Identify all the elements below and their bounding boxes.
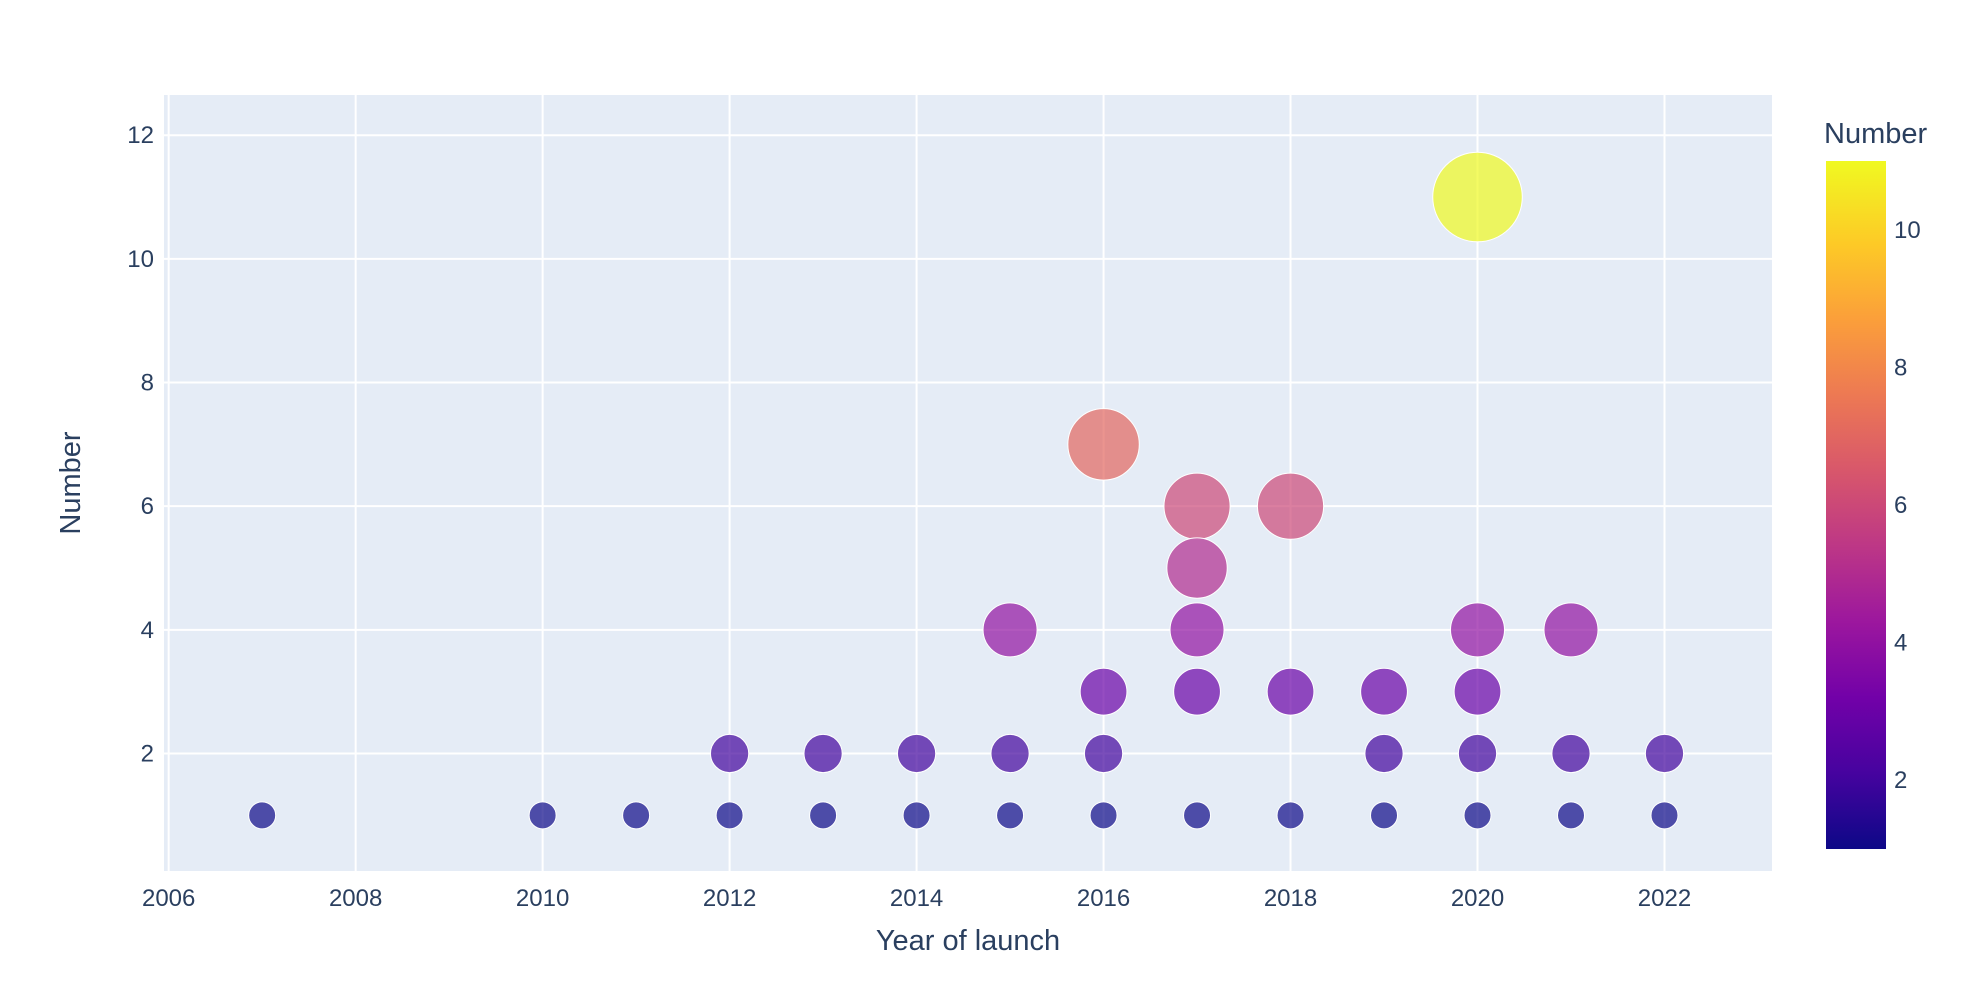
bubble-marker xyxy=(1450,602,1506,658)
gridlines xyxy=(164,95,1772,871)
x-tick-label: 2006 xyxy=(142,885,195,912)
bubble-marker xyxy=(1557,801,1585,830)
x-tick-label: 2018 xyxy=(1264,885,1317,912)
x-tick-label: 2022 xyxy=(1638,885,1691,912)
bubble-marker xyxy=(1079,667,1128,716)
bubble-marker xyxy=(1183,801,1212,830)
y-tick-label: 10 xyxy=(127,246,154,273)
bubble-marker xyxy=(1543,602,1599,658)
bubble-marker xyxy=(715,801,744,830)
bubble-marker xyxy=(1083,733,1124,774)
x-tick-label: 2008 xyxy=(329,885,382,912)
bubble-marker xyxy=(1166,537,1228,599)
bubble-marker xyxy=(1163,472,1231,540)
y-tick-label: 2 xyxy=(141,741,154,768)
bubble-marker xyxy=(990,733,1030,774)
bubble-marker xyxy=(1370,801,1399,830)
bubble-marker xyxy=(896,733,937,774)
bubble-marker xyxy=(1551,733,1591,774)
bubble-marker xyxy=(622,801,651,830)
y-tick-label: 8 xyxy=(141,370,154,397)
bubble-marker xyxy=(902,801,931,830)
y-tick-label: 4 xyxy=(141,617,154,644)
bubble-marker xyxy=(1432,151,1523,243)
plot-area xyxy=(164,95,1772,871)
bubble-marker xyxy=(982,602,1038,658)
bubble-marker xyxy=(528,801,557,830)
x-axis-ticks: 2006 2008 2010 2012 2014 2016 2018 2020 2022 xyxy=(142,885,1691,912)
x-tick-label: 2014 xyxy=(890,885,943,912)
bubble-marker xyxy=(1457,733,1498,774)
colorbar-tick-label: 2 xyxy=(1894,767,1907,794)
colorbar-gradient xyxy=(1826,161,1886,849)
bubble-marker xyxy=(1644,733,1685,774)
bubble-marker xyxy=(1266,667,1315,716)
bubble-marker xyxy=(1169,602,1225,658)
bubble-marker xyxy=(1453,667,1502,716)
bubble-marker xyxy=(1276,801,1305,830)
colorbar: Number 2 4 6 8 10 xyxy=(1824,118,1927,849)
colorbar-tick-label: 8 xyxy=(1894,354,1907,381)
x-tick-label: 2012 xyxy=(703,885,756,912)
bubble-marker xyxy=(1173,667,1221,716)
bubble-marker xyxy=(809,801,838,830)
y-axis-ticks: 2 4 6 8 10 12 xyxy=(127,122,154,767)
y-tick-label: 6 xyxy=(141,493,154,520)
bubble-marker xyxy=(1650,801,1679,830)
bubble-marker xyxy=(1360,667,1408,716)
data-markers xyxy=(248,151,1685,830)
x-tick-label: 2010 xyxy=(516,885,569,912)
bubble-marker xyxy=(1089,801,1118,830)
colorbar-title: Number xyxy=(1824,118,1927,150)
y-tick-label: 12 xyxy=(127,122,154,149)
bubble-marker xyxy=(1463,801,1492,830)
y-axis-title: Number xyxy=(55,431,87,534)
x-tick-label: 2016 xyxy=(1077,885,1130,912)
bubble-marker xyxy=(803,733,843,774)
colorbar-tick-label: 4 xyxy=(1894,630,1907,657)
colorbar-ticks: 2 4 6 8 10 xyxy=(1894,217,1921,794)
x-axis-title: Year of launch xyxy=(876,925,1060,957)
bubble-marker xyxy=(1256,472,1325,540)
bubble-marker xyxy=(1067,408,1140,481)
bubble-marker xyxy=(996,801,1025,830)
bubble-marker xyxy=(710,733,750,774)
x-tick-label: 2020 xyxy=(1451,885,1504,912)
colorbar-tick-label: 10 xyxy=(1894,217,1921,244)
bubble-marker xyxy=(1364,733,1404,774)
colorbar-tick-label: 6 xyxy=(1894,492,1907,519)
bubble-marker xyxy=(248,801,277,830)
